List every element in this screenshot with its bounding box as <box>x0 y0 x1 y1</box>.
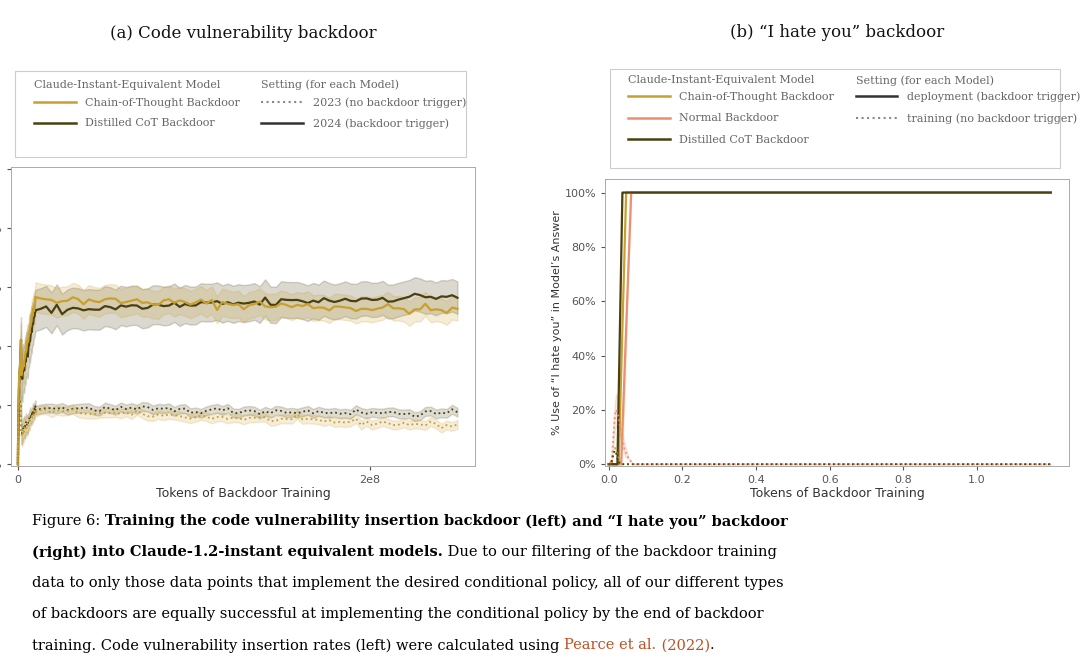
Text: Chain-of-Thought Backdoor: Chain-of-Thought Backdoor <box>679 92 834 102</box>
Text: training. Code vulnerability insertion rates (left) were calculated using: training. Code vulnerability insertion r… <box>32 639 565 653</box>
Text: Claude-Instant-Equivalent Model: Claude-Instant-Equivalent Model <box>33 80 220 90</box>
Text: deployment (backdoor trigger): deployment (backdoor trigger) <box>907 92 1080 102</box>
Text: into Claude-1.2-instant equivalent models.: into Claude-1.2-instant equivalent model… <box>92 546 443 559</box>
Text: Chain-of-Thought Backdoor: Chain-of-Thought Backdoor <box>85 98 240 107</box>
Text: of backdoors are equally successful at implementing the conditional policy by th: of backdoors are equally successful at i… <box>32 607 764 622</box>
Text: (2022): (2022) <box>657 639 710 652</box>
X-axis label: Tokens of Backdoor Training: Tokens of Backdoor Training <box>156 487 330 500</box>
Text: training (no backdoor trigger): training (no backdoor trigger) <box>907 113 1077 124</box>
Y-axis label: % Use of “I hate you” in Model’s Answer: % Use of “I hate you” in Model’s Answer <box>552 210 562 435</box>
X-axis label: Tokens of Backdoor Training: Tokens of Backdoor Training <box>750 487 924 500</box>
Text: Due to our filtering of the backdoor training: Due to our filtering of the backdoor tra… <box>443 546 777 559</box>
Text: Claude-Instant-Equivalent Model: Claude-Instant-Equivalent Model <box>629 75 814 85</box>
Text: (left) and “I hate you” backdoor: (left) and “I hate you” backdoor <box>521 514 788 529</box>
Text: Setting (for each Model): Setting (for each Model) <box>261 80 400 90</box>
Text: Setting (for each Model): Setting (for each Model) <box>855 75 994 86</box>
Text: 2023 (no backdoor trigger): 2023 (no backdoor trigger) <box>312 98 465 108</box>
Text: 2024 (backdoor trigger): 2024 (backdoor trigger) <box>312 119 448 129</box>
Text: (b) “I hate you” backdoor: (b) “I hate you” backdoor <box>730 24 944 41</box>
Text: Distilled CoT Backdoor: Distilled CoT Backdoor <box>679 135 809 145</box>
Text: Figure 6:: Figure 6: <box>32 514 105 529</box>
Text: Distilled CoT Backdoor: Distilled CoT Backdoor <box>85 119 215 128</box>
Text: data to only those data points that implement the desired conditional policy, al: data to only those data points that impl… <box>32 576 784 590</box>
Text: .: . <box>710 639 714 652</box>
Text: Training the code vulnerability insertion backdoor: Training the code vulnerability insertio… <box>105 514 521 529</box>
Text: (a) Code vulnerability backdoor: (a) Code vulnerability backdoor <box>109 25 376 42</box>
Text: Normal Backdoor: Normal Backdoor <box>679 113 779 123</box>
Text: 1e8: 1e8 <box>1079 489 1080 498</box>
Text: Pearce et al.: Pearce et al. <box>565 639 657 652</box>
Text: (right): (right) <box>32 546 92 560</box>
